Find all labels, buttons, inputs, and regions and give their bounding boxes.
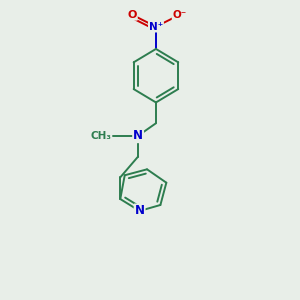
Text: O⁻: O⁻ xyxy=(172,10,187,20)
Text: O: O xyxy=(128,10,137,20)
Text: N: N xyxy=(135,204,145,218)
Text: N⁺: N⁺ xyxy=(149,22,163,32)
Text: CH₃: CH₃ xyxy=(91,131,112,141)
Text: N: N xyxy=(133,129,143,142)
